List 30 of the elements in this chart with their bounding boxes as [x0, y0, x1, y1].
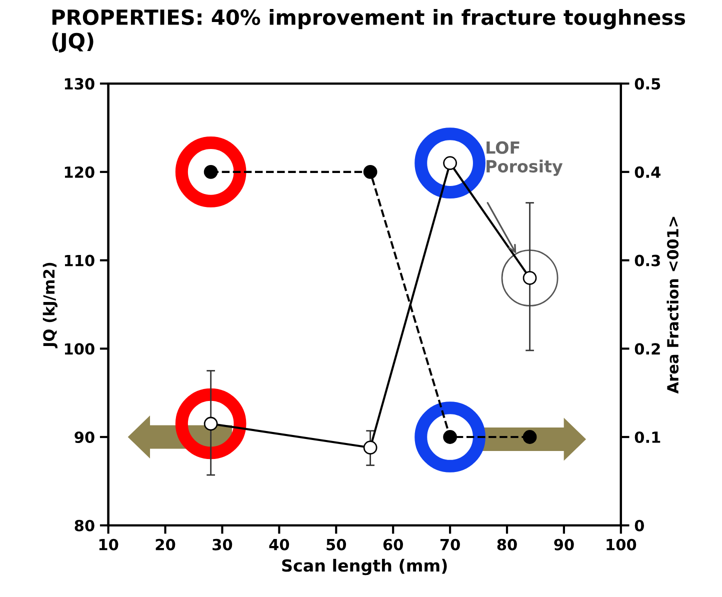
point: [443, 156, 457, 170]
x-tick-label: 70: [440, 538, 460, 550]
x-axis-title: Scan length (mm): [282, 558, 447, 576]
point: [363, 440, 378, 455]
y2-axis-title: Area Fraction <001>: [666, 216, 679, 394]
x-tick-label: 20: [156, 538, 176, 550]
y2-tick-label: 0.5: [634, 78, 660, 90]
y2-tick-label: 0.2: [634, 343, 660, 355]
x-tick-label: 80: [497, 538, 517, 550]
y-tick-label: 100: [64, 343, 94, 355]
y-axis-title: JQ (kJ/m2): [42, 262, 58, 348]
y-tick-label: 120: [64, 166, 94, 178]
point: [204, 416, 218, 431]
x-tick-label: 40: [269, 538, 290, 550]
x-tick-label: 60: [383, 538, 403, 550]
y-tick-label: 110: [64, 254, 94, 266]
x-tick-label: 100: [606, 538, 636, 550]
y2-tick-label: 0.4: [634, 166, 660, 178]
y2-tick-label: 0: [634, 520, 644, 532]
x-tick-label: 30: [212, 538, 232, 550]
y-tick-label: 90: [74, 431, 94, 444]
chart-title: PROPERTIES: 40% improvement in fracture toughness (JQ): [52, 8, 686, 52]
y-tick-label: 80: [74, 520, 94, 532]
y2-tick-label: 0.3: [634, 254, 660, 266]
y-tick-label: 130: [64, 78, 94, 90]
annotation: LOF Porosity: [486, 141, 563, 176]
x-tick-label: 90: [554, 538, 574, 550]
y2-tick-label: 0.1: [634, 431, 660, 444]
x-tick-label: 50: [326, 538, 346, 550]
x-tick-label: 10: [99, 538, 118, 550]
